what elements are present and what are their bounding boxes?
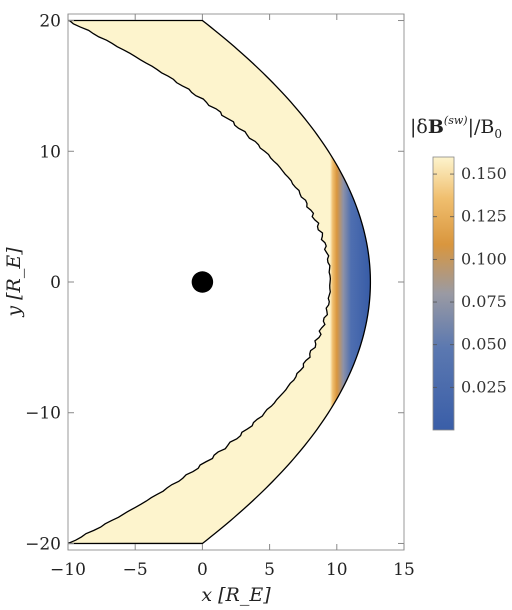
colorbar-ticks: 0.025 0.050 0.075 0.100 0.125 0.150 <box>433 164 507 396</box>
y-tick-label: 20 <box>39 12 61 32</box>
planet-marker <box>191 271 214 293</box>
x-tick-label: 15 <box>393 560 415 580</box>
x-tick-label: −5 <box>123 560 148 580</box>
x-tick-label: 0 <box>197 560 208 580</box>
colorbar: |δB(sw)|/B0 0.025 0.050 0.075 0.100 0.125 0.1… <box>410 114 507 431</box>
colorbar-title: |δB(sw)|/B0 <box>410 114 502 141</box>
colorbar-tick-label: 0.050 <box>461 335 507 354</box>
y-axis-label: y [R_E] <box>3 247 25 318</box>
colorbar-gradient <box>432 156 455 431</box>
y-tick-label: −20 <box>25 534 61 554</box>
x-tick-label: 5 <box>264 560 275 580</box>
colorbar-tick-label: 0.100 <box>461 249 507 268</box>
colorbar-tick-label: 0.125 <box>461 207 507 226</box>
x-axis-ticks: −10 −5 0 5 10 15 <box>50 14 415 580</box>
shocked-region <box>68 19 372 545</box>
x-tick-label: −10 <box>50 560 86 580</box>
y-tick-label: 10 <box>39 142 61 162</box>
x-axis-label: x [R_E] <box>201 584 271 606</box>
y-axis-ticks: −20 −10 0 10 20 <box>25 12 404 554</box>
y-tick-label: 0 <box>50 273 61 293</box>
colorbar-tick-label: 0.150 <box>461 164 507 183</box>
colorbar-tick-label: 0.025 <box>461 377 507 396</box>
x-tick-label: 10 <box>326 560 348 580</box>
colorbar-tick-label: 0.075 <box>461 292 507 311</box>
y-tick-label: −10 <box>25 404 61 424</box>
